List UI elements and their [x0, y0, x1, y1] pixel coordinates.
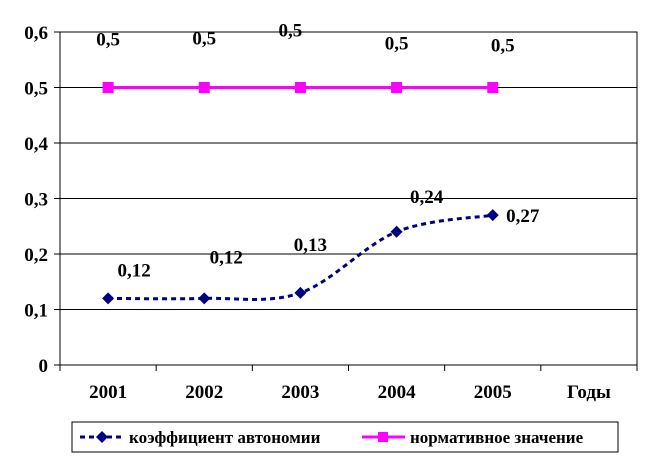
data-label: 0,5 — [96, 30, 120, 51]
x-axis-title: Годы — [567, 382, 611, 403]
data-label: 0,5 — [491, 36, 515, 57]
x-axis-tick-labels: 2001 2002 2003 2004 2005 Годы — [89, 382, 611, 403]
y-tick-label: 0 — [39, 356, 49, 377]
data-label: 0,13 — [294, 235, 327, 256]
x-tick-label: 2004 — [378, 382, 417, 403]
data-point[interactable] — [294, 286, 307, 299]
data-label: 0,12 — [117, 260, 150, 281]
y-tick-label: 0,5 — [24, 79, 48, 100]
data-label: 0,5 — [192, 29, 216, 50]
data-label: 0,5 — [385, 34, 409, 55]
x-tick-label: 2005 — [474, 382, 512, 403]
data-point[interactable] — [486, 209, 499, 222]
series-group — [102, 82, 499, 305]
legend-box — [71, 421, 619, 453]
legend-label-norm: нормативное значение — [410, 428, 584, 447]
y-tick-label: 0,1 — [24, 301, 48, 322]
data-point[interactable] — [102, 292, 115, 305]
y-tick-label: 0,6 — [24, 23, 48, 44]
data-point[interactable] — [391, 82, 403, 93]
x-tick-label: 2002 — [185, 382, 223, 403]
data-point[interactable] — [294, 82, 306, 93]
x-tick-label: 2001 — [89, 382, 127, 403]
legend-label-autonomy: коэффициент автономии — [129, 428, 321, 447]
data-label: 0,12 — [210, 247, 243, 268]
data-point[interactable] — [102, 82, 114, 93]
data-point[interactable] — [487, 82, 499, 93]
y-axis-tick-labels: 0 0,1 0,2 0,3 0,4 0,5 0,6 — [24, 23, 48, 377]
y-tick-label: 0,4 — [24, 134, 48, 155]
data-label: 0,24 — [410, 187, 444, 208]
series-line — [108, 213, 494, 301]
legend[interactable]: коэффициент автономии нормативное значен… — [71, 421, 619, 453]
axes — [54, 31, 638, 371]
y-tick-label: 0,2 — [24, 245, 48, 266]
y-tick-label: 0,3 — [24, 190, 48, 211]
legend-marker-norm — [378, 432, 388, 442]
legend-marker-autonomy — [96, 431, 108, 443]
data-point[interactable] — [198, 292, 211, 305]
x-tick-label: 2003 — [281, 382, 319, 403]
data-point[interactable] — [390, 225, 403, 238]
data-label: 0,27 — [506, 206, 540, 227]
data-point[interactable] — [198, 82, 210, 93]
data-label: 0,5 — [279, 21, 303, 42]
data-labels: 0,12 0,12 0,13 0,24 0,27 0,5 0,5 0,5 0,5 0,5 — [96, 21, 540, 282]
